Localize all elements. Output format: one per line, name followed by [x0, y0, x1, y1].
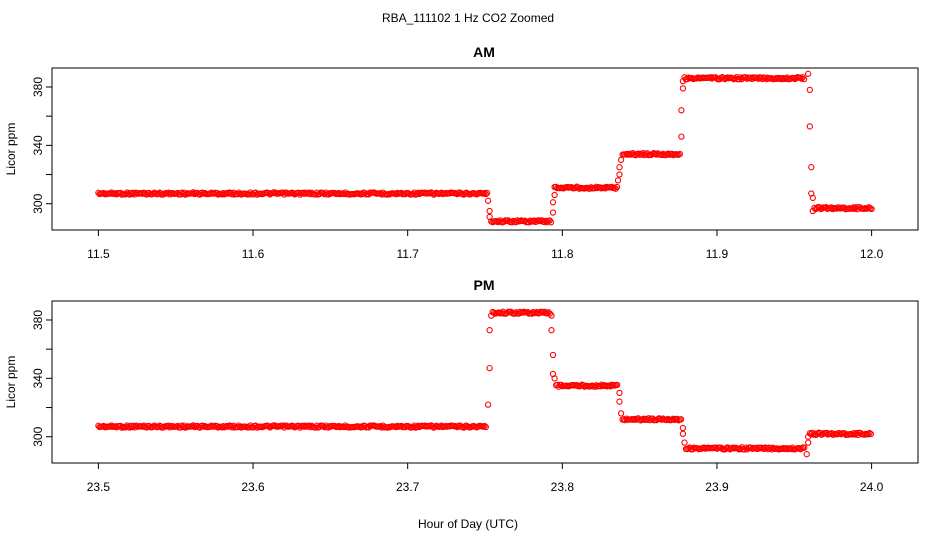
- am-y-axis-label: Licor ppm: [4, 123, 18, 176]
- am-y-tick-label: 300: [31, 193, 45, 213]
- pm-data-point: [548, 312, 555, 319]
- am-x-tick-label: 11.9: [706, 247, 729, 261]
- am-data-point: [798, 75, 805, 82]
- pm-x-tick-label: 23.8: [551, 480, 575, 494]
- pm-y-axis-label: Licor ppm: [4, 356, 18, 409]
- am-data-point: [549, 199, 557, 206]
- am-data-point: [616, 164, 623, 171]
- am-data-point: [678, 107, 685, 114]
- am-data-point: [864, 205, 871, 212]
- pm-data-point: [805, 433, 812, 440]
- am-panel: AM Licor ppm 11.5 11.6 11.7 11.8 11.9 12.0 300…: [4, 44, 919, 261]
- am-x-tick-label: 11.5: [87, 247, 110, 261]
- pm-data-point: [551, 375, 558, 382]
- pm-data-point: [486, 364, 493, 372]
- pm-panel: PM Licor ppm 23.5 23.6 23.7 23.8 23.9 24.0 300…: [4, 277, 919, 494]
- pm-data-point: [677, 416, 685, 423]
- pm-data-point: [803, 451, 810, 458]
- pm-data-point: [549, 351, 557, 359]
- am-data-point: [483, 189, 491, 197]
- pm-data-point: [865, 431, 872, 438]
- pm-y-tick-label: 340: [31, 368, 45, 388]
- pm-data-points: [95, 308, 874, 458]
- pm-data-point: [810, 431, 817, 438]
- pm-x-tick-label: 23.7: [396, 480, 420, 494]
- am-data-point: [868, 205, 875, 213]
- am-data-point: [612, 185, 619, 192]
- pm-data-point: [484, 401, 492, 408]
- am-data-point: [676, 150, 683, 158]
- pm-data-point: [674, 415, 681, 423]
- am-data-point: [525, 219, 533, 226]
- am-data-point: [547, 219, 555, 226]
- am-data-point: [549, 209, 557, 216]
- pm-data-point: [488, 312, 495, 319]
- am-data-points: [95, 70, 875, 226]
- pm-axes: 23.5 23.6 23.7 23.8 23.9 24.0 300 340 380: [31, 310, 884, 494]
- pm-data-point: [617, 410, 625, 417]
- am-data-point: [800, 75, 808, 83]
- am-x-tick-label: 11.8: [551, 247, 574, 261]
- am-data-point: [805, 70, 812, 77]
- pm-data-point: [190, 422, 197, 429]
- pm-data-point: [548, 327, 555, 334]
- am-data-point: [486, 213, 493, 221]
- am-y-tick-label: 340: [31, 135, 45, 155]
- am-data-point: [614, 177, 622, 184]
- pm-data-point: [486, 327, 493, 334]
- pm-data-point: [805, 439, 812, 446]
- pm-data-point: [481, 422, 488, 430]
- am-data-point: [679, 85, 687, 92]
- am-data-point: [808, 164, 815, 171]
- am-data-point: [806, 86, 813, 94]
- am-data-point: [482, 190, 489, 198]
- am-data-point: [809, 194, 816, 202]
- am-data-point: [190, 189, 197, 196]
- am-x-tick-label: 11.6: [242, 247, 265, 261]
- am-axes: 11.5 11.6 11.7 11.8 11.9 12.0 300 340 380: [31, 77, 884, 261]
- pm-data-point: [866, 429, 873, 437]
- pm-y-tick-label: 300: [31, 426, 45, 446]
- am-data-point: [484, 197, 492, 204]
- pm-y-tick-label: 380: [31, 310, 45, 330]
- am-data-point: [678, 133, 685, 140]
- pm-x-tick-label: 23.5: [87, 480, 111, 494]
- pm-plot-frame: [51, 300, 919, 464]
- am-data-point: [679, 77, 687, 85]
- pm-data-point: [614, 381, 621, 389]
- am-x-tick-label: 12.0: [860, 247, 884, 261]
- am-data-point: [486, 207, 493, 215]
- pm-panel-title: PM: [474, 277, 495, 293]
- figure-title: RBA_111102 1 Hz CO2 Zoomed: [382, 11, 554, 25]
- am-data-point: [611, 184, 618, 191]
- am-data-point: [481, 189, 488, 197]
- am-data-point: [551, 191, 558, 199]
- pm-data-point: [511, 310, 518, 317]
- pm-data-point: [679, 424, 687, 432]
- am-data-point: [617, 156, 625, 164]
- am-data-point: [613, 183, 621, 191]
- pm-x-tick-label: 24.0: [860, 480, 884, 494]
- am-data-point: [616, 171, 623, 178]
- pm-data-point: [681, 439, 688, 446]
- am-panel-title: AM: [473, 44, 495, 60]
- pm-data-point: [616, 398, 623, 405]
- am-data-point: [806, 123, 813, 130]
- am-x-tick-label: 11.7: [396, 247, 419, 261]
- am-data-point: [508, 219, 516, 226]
- x-axis-label: Hour of Day (UTC): [418, 517, 518, 531]
- pm-data-point: [679, 430, 687, 437]
- am-y-tick-label: 380: [31, 77, 45, 97]
- am-plot-frame: [51, 67, 919, 231]
- pm-data-point: [867, 430, 874, 438]
- am-data-point: [797, 74, 804, 81]
- pm-data-point: [801, 444, 808, 451]
- pm-data-point: [482, 423, 489, 431]
- pm-data-point: [798, 445, 805, 452]
- pm-x-tick-label: 23.9: [705, 480, 729, 494]
- am-data-point: [809, 207, 816, 215]
- pm-data-point: [616, 389, 623, 397]
- pm-x-tick-label: 23.6: [241, 480, 265, 494]
